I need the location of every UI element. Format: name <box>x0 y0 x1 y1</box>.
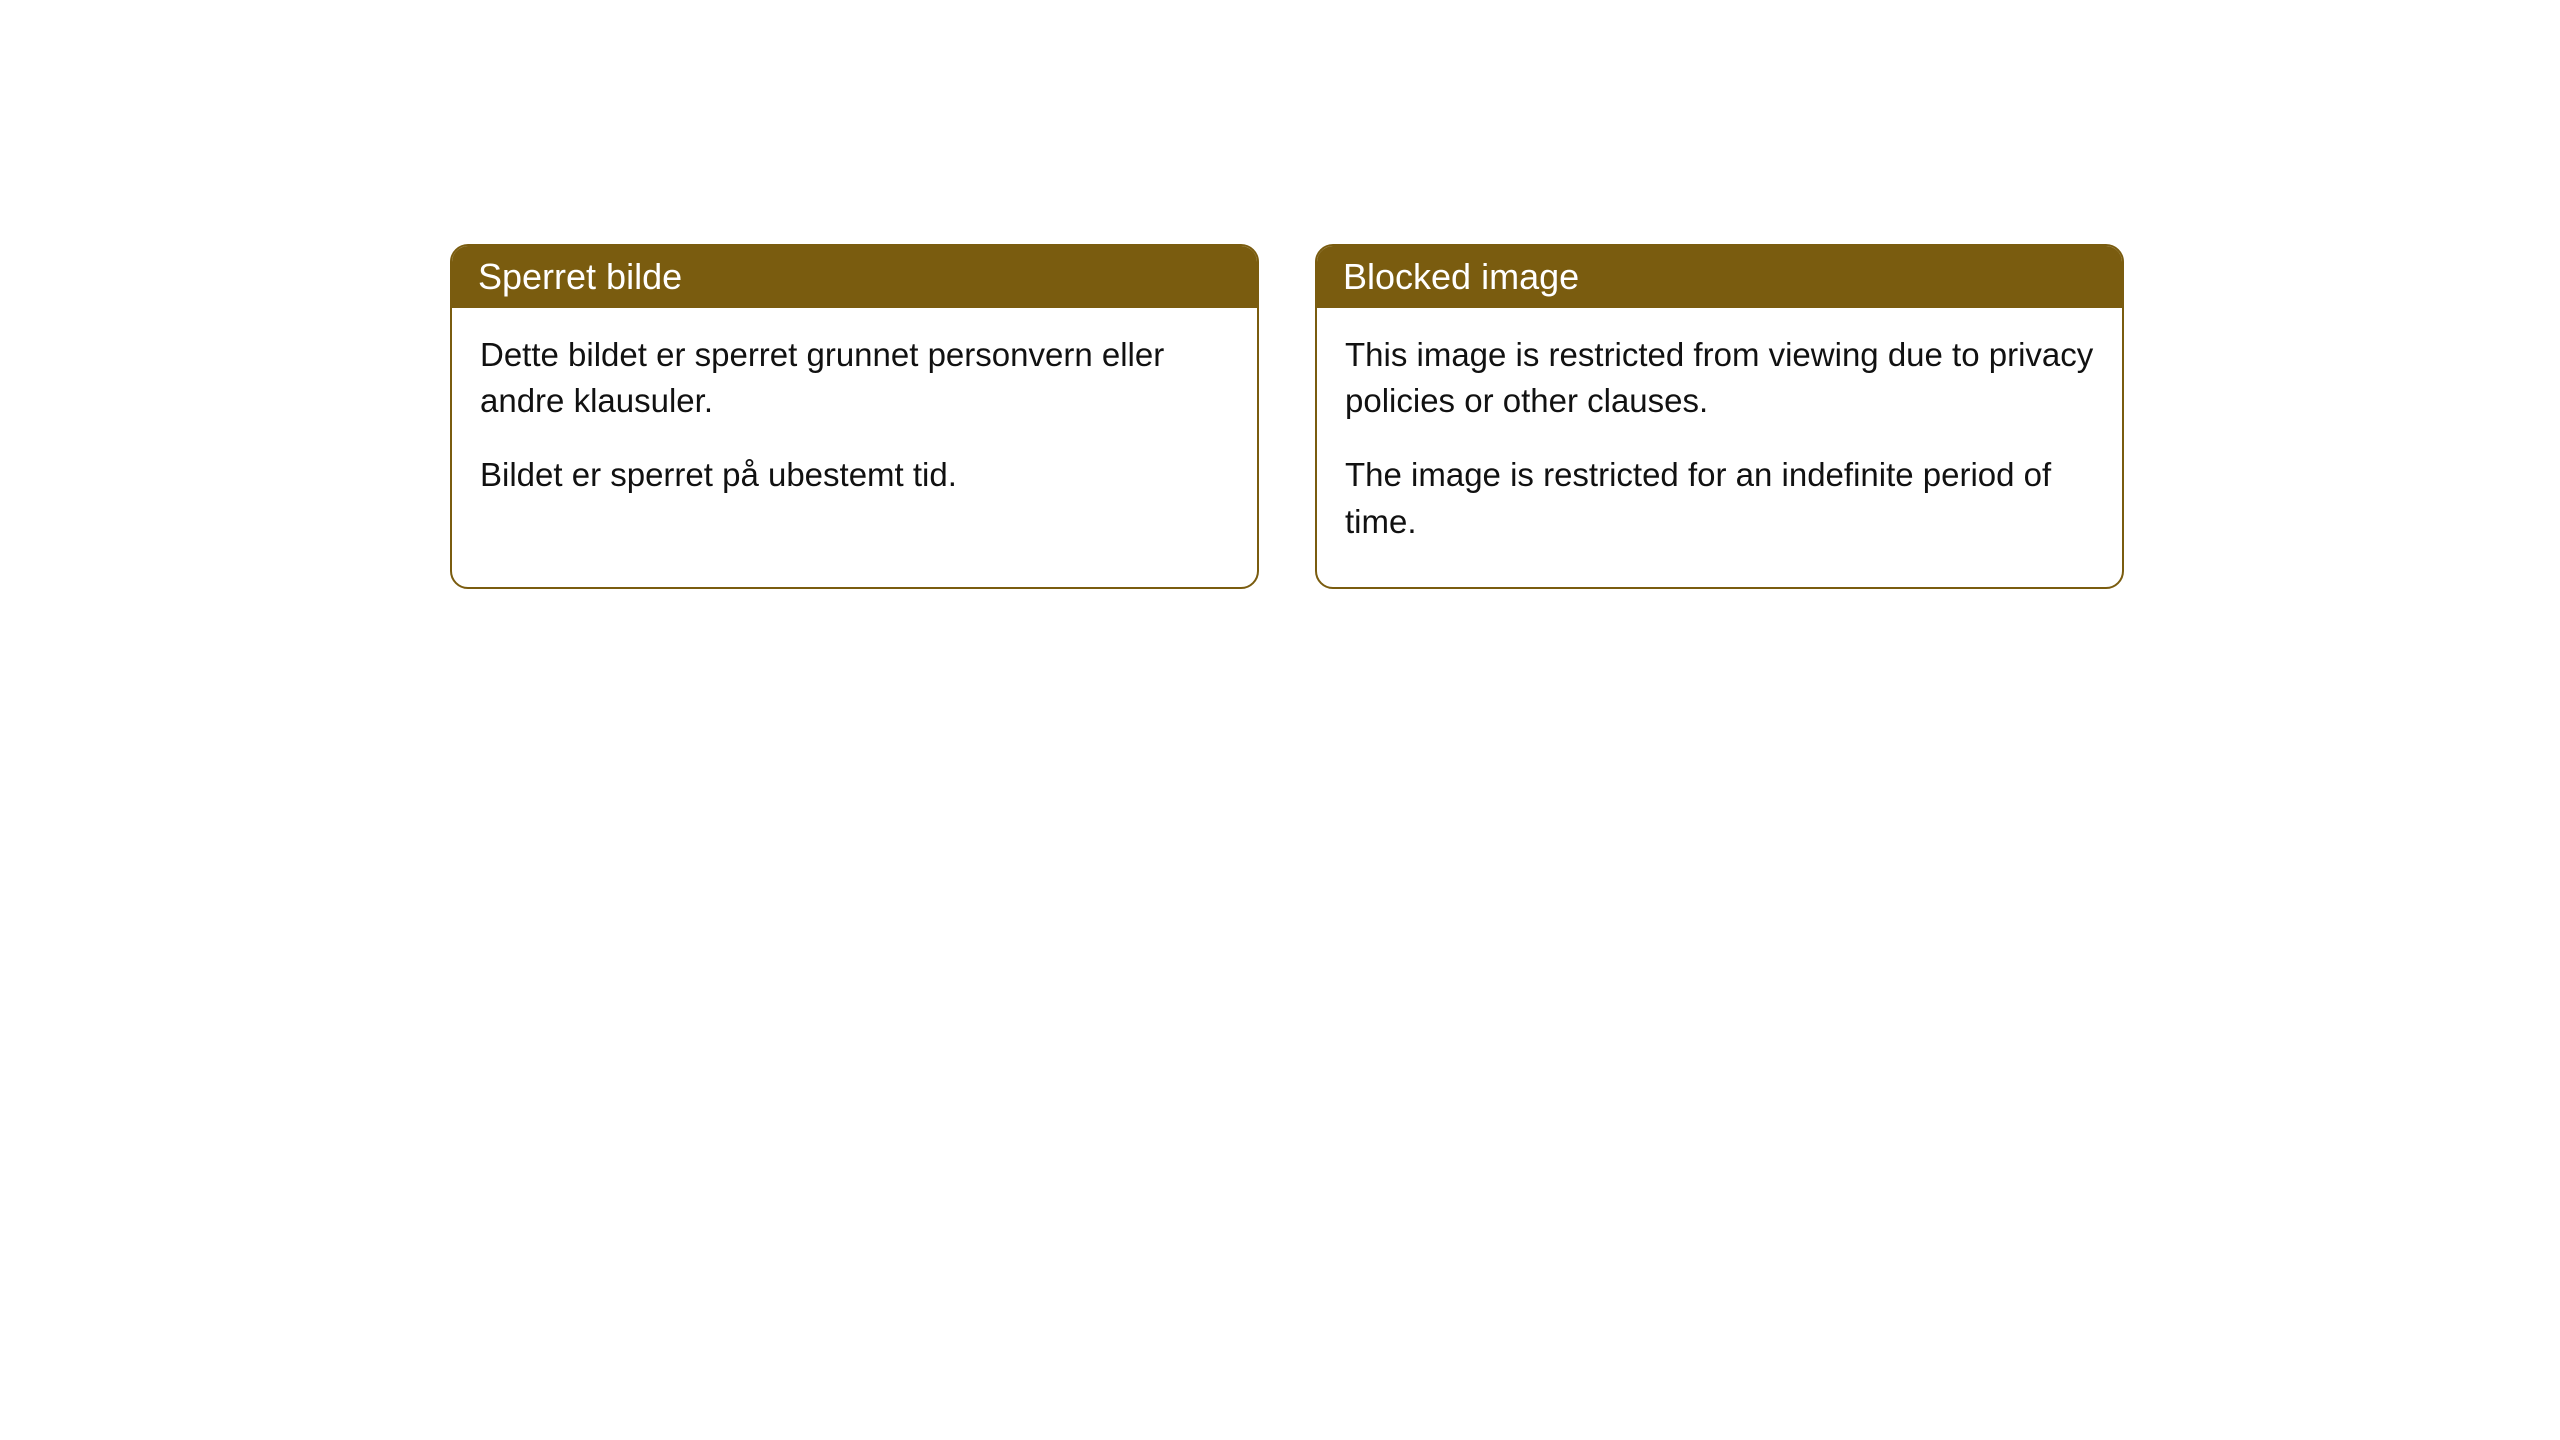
card-title: Sperret bilde <box>478 256 682 297</box>
notice-card-norwegian: Sperret bilde Dette bildet er sperret gr… <box>450 244 1259 589</box>
notice-card-english: Blocked image This image is restricted f… <box>1315 244 2124 589</box>
card-body: This image is restricted from viewing du… <box>1317 308 2122 587</box>
card-paragraph: This image is restricted from viewing du… <box>1345 332 2094 424</box>
card-paragraph: Bildet er sperret på ubestemt tid. <box>480 452 1229 498</box>
card-title: Blocked image <box>1343 256 1579 297</box>
card-paragraph: The image is restricted for an indefinit… <box>1345 452 2094 544</box>
card-header: Sperret bilde <box>452 246 1257 308</box>
card-header: Blocked image <box>1317 246 2122 308</box>
card-body: Dette bildet er sperret grunnet personve… <box>452 308 1257 541</box>
notice-cards-container: Sperret bilde Dette bildet er sperret gr… <box>450 244 2560 589</box>
card-paragraph: Dette bildet er sperret grunnet personve… <box>480 332 1229 424</box>
